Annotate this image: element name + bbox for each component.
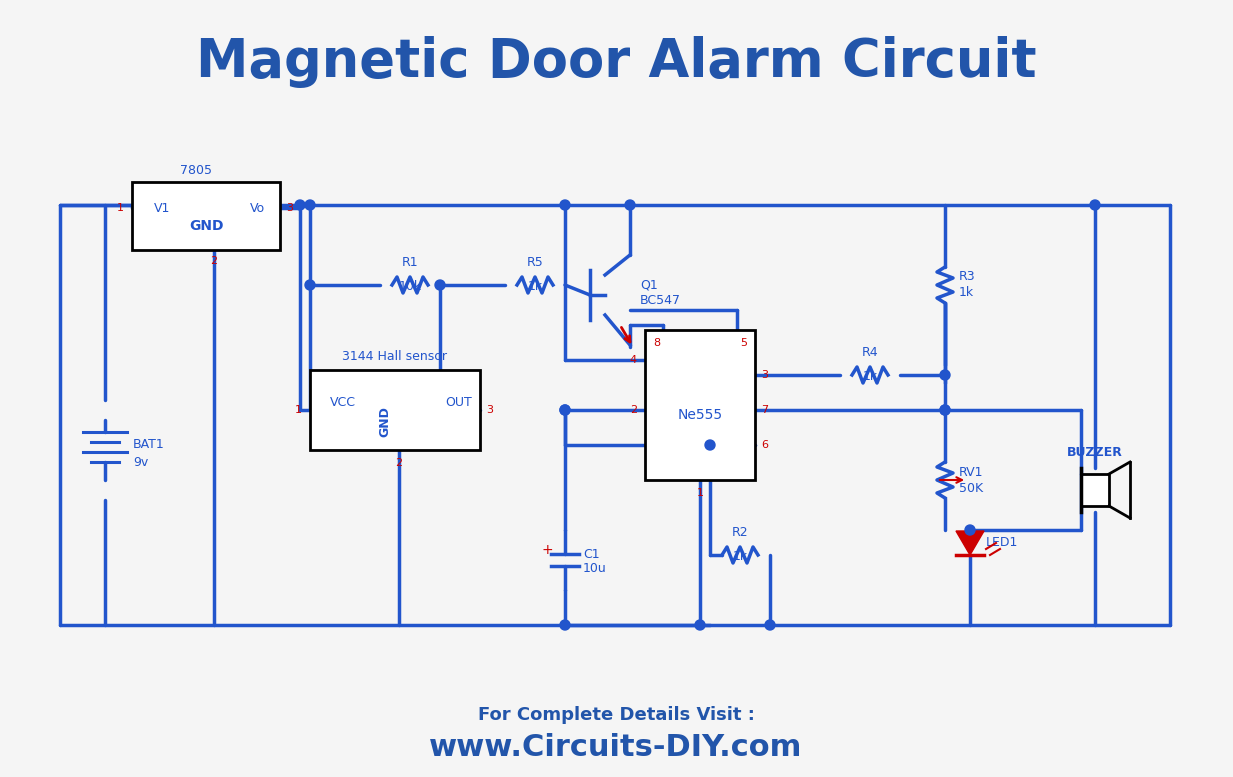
Text: 7: 7 — [761, 405, 768, 415]
Text: RV1: RV1 — [959, 465, 984, 479]
Circle shape — [940, 405, 949, 415]
Circle shape — [940, 405, 949, 415]
Text: 3: 3 — [486, 405, 493, 415]
Text: For Complete Details Visit :: For Complete Details Visit : — [477, 706, 755, 724]
Circle shape — [940, 370, 949, 380]
Circle shape — [305, 280, 314, 290]
Polygon shape — [956, 531, 984, 555]
Text: 9v: 9v — [133, 455, 148, 469]
Text: R1: R1 — [402, 256, 418, 269]
Circle shape — [560, 405, 570, 415]
Text: 2: 2 — [396, 458, 402, 468]
Text: 4: 4 — [630, 355, 637, 365]
Circle shape — [295, 200, 305, 210]
Text: www.Circuits-DIY.com: www.Circuits-DIY.com — [429, 733, 803, 762]
Text: 1k: 1k — [528, 280, 543, 293]
Text: 10k: 10k — [398, 280, 422, 293]
Text: +: + — [541, 543, 552, 557]
Text: Vo: Vo — [250, 201, 265, 214]
Text: 8: 8 — [653, 338, 660, 348]
Text: 5: 5 — [740, 338, 747, 348]
Circle shape — [435, 280, 445, 290]
Text: Ne555: Ne555 — [677, 408, 723, 422]
Text: R5: R5 — [526, 256, 544, 269]
Circle shape — [965, 525, 975, 535]
Circle shape — [305, 200, 314, 210]
Text: GND: GND — [189, 219, 223, 233]
Text: 1k: 1k — [959, 287, 974, 299]
Circle shape — [560, 620, 570, 630]
Circle shape — [695, 620, 705, 630]
Text: R3: R3 — [959, 270, 975, 284]
Circle shape — [560, 405, 570, 415]
Text: OUT: OUT — [445, 395, 472, 409]
Text: BC547: BC547 — [640, 294, 681, 306]
Text: 1: 1 — [117, 203, 125, 213]
Text: 3: 3 — [761, 370, 768, 380]
Text: BAT1: BAT1 — [133, 438, 165, 451]
Bar — [645, 330, 755, 480]
Text: GND: GND — [379, 406, 392, 437]
Text: 1: 1 — [295, 405, 302, 415]
Text: 2: 2 — [630, 405, 637, 415]
Text: R4: R4 — [862, 346, 878, 359]
Text: R2: R2 — [731, 526, 748, 539]
Text: Magnetic Door Alarm Circuit: Magnetic Door Alarm Circuit — [196, 36, 1036, 88]
Text: 10u: 10u — [583, 562, 607, 574]
Text: C1: C1 — [583, 548, 599, 560]
Text: LED1: LED1 — [986, 536, 1018, 549]
Bar — [1081, 474, 1108, 506]
Text: 1: 1 — [697, 488, 704, 498]
Circle shape — [625, 200, 635, 210]
Text: 50K: 50K — [959, 482, 983, 494]
Text: 6: 6 — [761, 440, 768, 450]
Text: Q1: Q1 — [640, 278, 657, 291]
Text: 1k: 1k — [732, 550, 747, 563]
Circle shape — [764, 620, 776, 630]
Text: 7805: 7805 — [180, 163, 212, 176]
Text: BUZZER: BUZZER — [1067, 445, 1123, 458]
Text: 2: 2 — [211, 256, 217, 266]
Circle shape — [560, 200, 570, 210]
Text: VCC: VCC — [330, 395, 356, 409]
Bar — [309, 370, 480, 450]
Text: 3144 Hall sensor: 3144 Hall sensor — [343, 350, 448, 363]
Circle shape — [1090, 200, 1100, 210]
Text: 1k: 1k — [862, 370, 878, 383]
Text: 3: 3 — [286, 203, 293, 213]
Text: V1: V1 — [154, 201, 170, 214]
Circle shape — [705, 440, 715, 450]
Bar — [132, 182, 280, 250]
